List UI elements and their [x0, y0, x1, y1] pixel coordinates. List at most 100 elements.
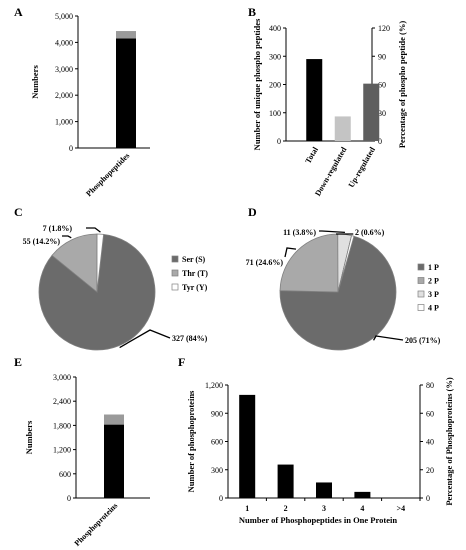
y-tick-label: 2,400: [53, 397, 71, 406]
y-right-tick-label: 120: [378, 24, 390, 33]
panel-b-chart: 0 100 200 300 400 0 30 60 90 120 TotalDown-regulat…: [252, 18, 407, 198]
y-right-tick-label: 0: [426, 494, 430, 503]
legend-label: 1 P: [428, 263, 439, 272]
y-tick-label: 0: [277, 137, 281, 146]
bar: [354, 491, 371, 498]
panel-label-f: F: [178, 355, 185, 369]
leader-line: [284, 247, 297, 258]
y-right-tick-label: 80: [426, 381, 434, 390]
leader-line: [62, 235, 72, 239]
x-category-label: 3: [322, 504, 326, 513]
slice-value-label: 71 (24.6%): [246, 258, 284, 267]
panel-label-b: B: [248, 5, 256, 19]
pie-slice: [96, 233, 105, 293]
y-tick-label: 3,000: [53, 373, 71, 382]
panel-a-chart: 0 1,000 2,000 3,000 4,000 5,000 Phosphopeptide…: [30, 12, 150, 198]
y-tick-label: 300: [269, 52, 281, 61]
bar: [334, 116, 351, 141]
y-tick-label: 100: [269, 109, 281, 118]
x-category-label: 1: [245, 504, 249, 513]
y-tick-label: 1,000: [55, 118, 73, 127]
y-tick-label: 3,000: [55, 65, 73, 74]
y-axis-title: Numbers: [30, 65, 40, 99]
y-tick-label: 2,000: [55, 91, 73, 100]
slice-value-label: 55 (14.2%): [23, 237, 61, 246]
pie-slice: [279, 235, 397, 351]
legend-swatch: [417, 277, 425, 284]
slice-value-label: 205 (71%): [405, 336, 441, 345]
y-tick-label: 1,800: [53, 421, 71, 430]
y-right-tick-label: 60: [426, 409, 434, 418]
bar: [316, 482, 332, 498]
leader-line: [372, 335, 404, 341]
pie-slice: [51, 233, 98, 293]
bar: [277, 464, 294, 498]
y-axis-title: Numbers: [24, 420, 34, 454]
y-tick-label: 200: [269, 81, 281, 90]
leader-line: [119, 329, 171, 349]
y-tick-label: 1,200: [205, 381, 223, 390]
legend-label: 2 P: [428, 277, 439, 286]
x-category-label: >4: [397, 504, 406, 513]
x-category-label: 4: [360, 504, 364, 513]
slice-value-label: 2 (0.6%): [355, 228, 385, 237]
legend-label: Tyr (Y): [182, 283, 208, 292]
x-category-label: Up-regulated: [347, 145, 378, 189]
stacked-bar-segment: [116, 31, 136, 39]
panel-e-chart: 0 600 1,200 1,800 2,400 3,000 Phosphoproteins N…: [24, 373, 150, 548]
slice-value-label: 7 (1.8%): [43, 224, 73, 233]
pie-slice: [337, 235, 355, 293]
y-tick-label: 0: [69, 144, 73, 153]
legend-swatch: [171, 269, 179, 277]
y-tick-label: 900: [211, 409, 223, 418]
legend-swatch: [171, 283, 179, 291]
stacked-bar-segment: [116, 38, 136, 148]
y-tick-label: 600: [211, 438, 223, 447]
y-right-tick-label: 20: [426, 466, 434, 475]
legend-swatch: [417, 263, 425, 271]
y-right-axis-title: Percentage of Phosphoproteins (%): [444, 377, 454, 506]
x-category-label: Phosphopeptides: [84, 151, 131, 198]
y-tick-label: 0: [219, 494, 223, 503]
stacked-bar-segment: [104, 424, 124, 498]
y-right-tick-label: 60: [378, 81, 386, 90]
y-right-tick-label: 0: [378, 137, 382, 146]
x-category-label: Phosphoproteins: [73, 501, 120, 548]
y-right-axis-title: Percentage of phospho peptide (%): [397, 21, 407, 149]
legend-label: 3 P: [428, 290, 439, 299]
panel-d-chart: 205 (71%) 1 P 71 (24.6%) 2 P 11 (3.8%) 3 P 2 (…: [246, 228, 441, 351]
panel-label-e: E: [14, 355, 22, 369]
y-tick-label: 400: [269, 24, 281, 33]
panel-c-chart: 327 (84%) Ser (S) 55 (14.2%) Thr (T) 7 (1.8%…: [23, 224, 208, 351]
panel-label-a: A: [14, 5, 23, 19]
legend-label: 4 P: [428, 304, 439, 313]
bar: [363, 83, 380, 141]
x-category-label: Total: [303, 145, 320, 165]
x-category-label: Down-regulated: [313, 145, 349, 198]
legend-swatch: [417, 304, 425, 311]
legend-label: Ser (S): [182, 255, 206, 264]
y-tick-label: 4,000: [55, 38, 73, 47]
legend-label: Thr (T): [182, 269, 208, 278]
y-right-tick-label: 30: [378, 109, 386, 118]
y-tick-label: 600: [59, 470, 71, 479]
pie-slice: [279, 233, 339, 293]
stacked-bar-segment: [104, 414, 124, 425]
legend-swatch: [171, 255, 179, 263]
y-right-tick-label: 40: [426, 438, 434, 447]
y-axis-title: Number of unique phospho peptides: [252, 18, 262, 150]
y-tick-label: 300: [211, 466, 223, 475]
y-tick-label: 5,000: [55, 12, 73, 21]
legend-swatch: [417, 290, 425, 298]
leader-line: [319, 230, 345, 234]
x-category-label: 2: [284, 504, 288, 513]
slice-value-label: 327 (84%): [172, 334, 208, 343]
panel-label-d: D: [248, 205, 257, 219]
x-axis-title: Number of Phosphopeptides in One Protein: [239, 515, 397, 525]
y-tick-label: 0: [67, 494, 71, 503]
slice-value-label: 11 (3.8%): [283, 228, 316, 237]
y-axis-title: Number of phosphoproteins: [186, 390, 196, 492]
bar: [306, 59, 323, 142]
